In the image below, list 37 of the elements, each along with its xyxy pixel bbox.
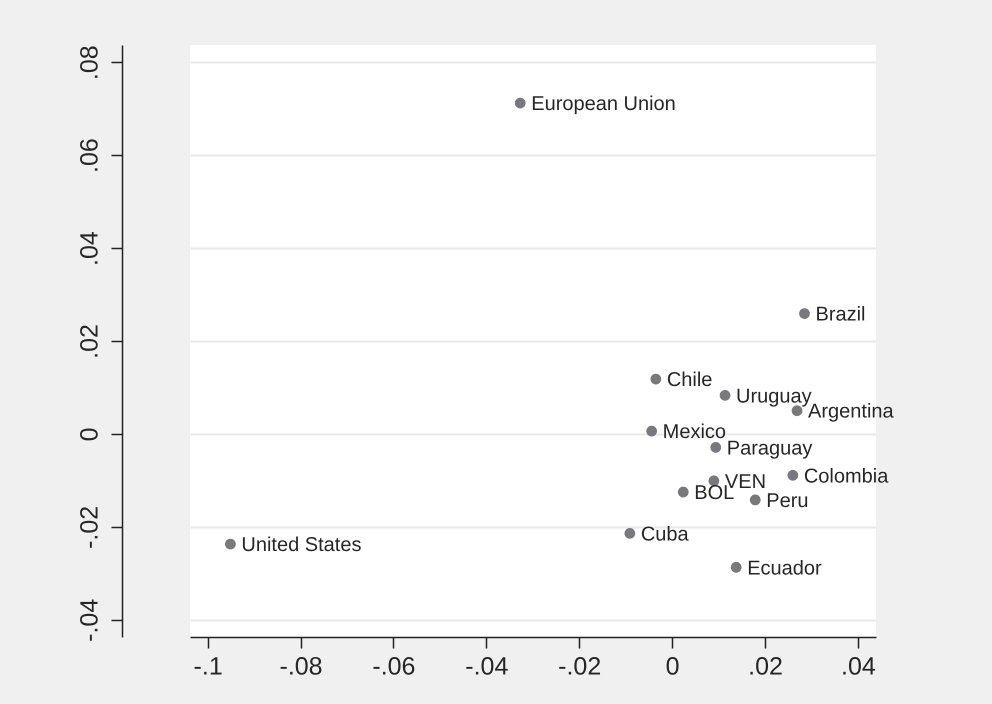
y-tick-label: 0	[76, 427, 104, 442]
x-tick-label: .04	[841, 652, 876, 680]
point	[788, 470, 798, 481]
y-tick-label: .06	[76, 138, 104, 174]
point	[710, 442, 722, 453]
annotation: Mexico	[662, 421, 726, 444]
x-tick-label: -.04	[465, 652, 508, 680]
annotation: Ecuador	[747, 557, 822, 580]
y-tick-label: .02	[76, 324, 104, 359]
x-tick-label: -.02	[558, 652, 602, 680]
annotation: Paraguay	[726, 437, 812, 460]
x-tick-label: .02	[748, 652, 783, 680]
x-tick-label: -.1	[194, 652, 223, 680]
annotation: Brazil	[815, 304, 866, 326]
point	[730, 562, 742, 573]
y-tick-label: .08	[76, 45, 104, 80]
y-tick-label: -.02	[76, 506, 104, 549]
point	[799, 308, 810, 319]
annotation: Cuba	[640, 523, 690, 546]
annotation: Colombia	[804, 465, 890, 488]
annotation: United States	[241, 534, 362, 556]
point	[650, 374, 662, 384]
point	[750, 494, 761, 506]
x-tick-label: 0	[666, 652, 680, 680]
point	[514, 98, 526, 108]
annotation: Chile	[666, 369, 712, 392]
point	[646, 426, 658, 436]
annotation: Peru	[766, 490, 808, 512]
x-tick-label: -.08	[279, 652, 323, 680]
point	[225, 538, 236, 550]
y-tick-label: .04	[76, 231, 104, 266]
annotation: European Union	[531, 93, 676, 116]
point	[678, 486, 689, 498]
point	[624, 528, 636, 539]
point	[720, 390, 730, 401]
x-tick-label: -.06	[372, 652, 416, 680]
y-tick-label: -.04	[76, 598, 104, 642]
